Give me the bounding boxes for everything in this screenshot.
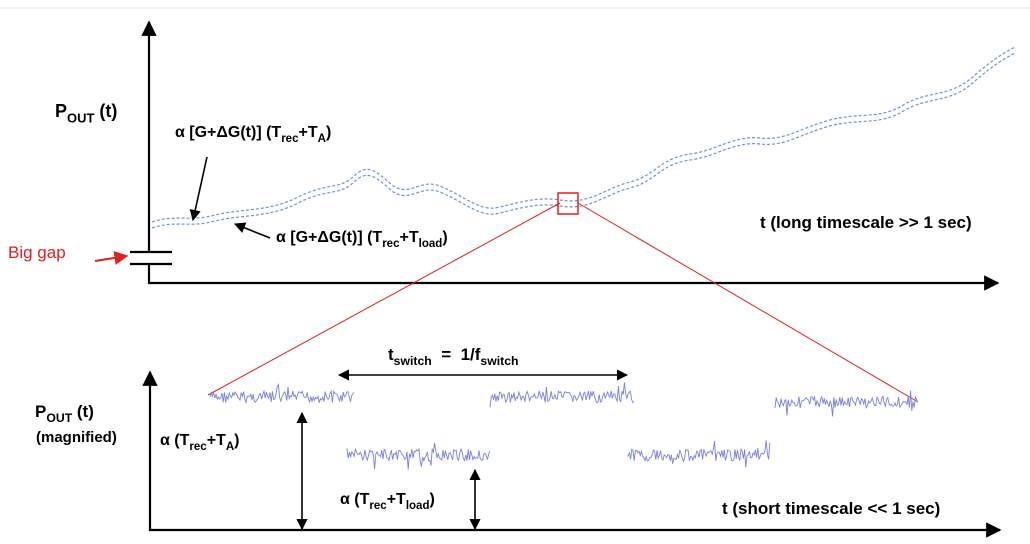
- text-part: +T: [207, 432, 226, 449]
- text-part: ): [442, 229, 447, 246]
- y-axis-note: (magnified): [36, 429, 117, 446]
- trace-label: α [G+ΔG(t)] (Trec+TA): [175, 124, 331, 145]
- text-part: load: [406, 500, 430, 512]
- axes: [142, 370, 1002, 538]
- zoom-line: [577, 202, 919, 403]
- noise-traces: [209, 382, 919, 470]
- zoom-line: [207, 202, 561, 396]
- text-part: (t): [72, 402, 94, 421]
- text-part: rec: [382, 238, 400, 250]
- text-part: ): [234, 432, 239, 449]
- text-part: load: [419, 238, 443, 250]
- text-part: = 1/f: [432, 345, 481, 364]
- x-axis-label: t (long timescale >> 1 sec): [760, 213, 972, 232]
- text-part: +T: [299, 124, 318, 141]
- y-axis-label: POUT (t): [55, 101, 117, 125]
- text-part: rec: [369, 500, 387, 512]
- text-part: ): [430, 491, 435, 508]
- text-part: switch: [394, 354, 432, 368]
- x-axis-label: t (short timescale << 1 sec): [722, 499, 940, 518]
- gap-label: Big gap: [8, 243, 66, 262]
- text-part: P: [55, 101, 67, 121]
- text-part: rec: [189, 441, 207, 453]
- text-part: P: [35, 402, 46, 421]
- text-part: OUT: [67, 110, 94, 125]
- level-label: α (Trec+Tload): [340, 491, 435, 512]
- x-axis: [147, 264, 1000, 291]
- long-traces: [151, 46, 1016, 229]
- text-part: α (T: [160, 432, 190, 449]
- noise-trace: [209, 382, 355, 405]
- zoom-box: [557, 192, 579, 215]
- text-part: t: [388, 345, 394, 364]
- text-part: A: [318, 133, 327, 145]
- text-part: +T: [387, 491, 406, 508]
- text-part: +T: [400, 229, 419, 246]
- text-part: A: [226, 441, 235, 453]
- noise-trace: [627, 440, 771, 468]
- trace-label: α [G+ΔG(t)] (Trec+Tload): [276, 229, 448, 250]
- noise-trace: [489, 382, 635, 408]
- text-part: switch: [480, 354, 518, 368]
- y-axis-label: POUT (t): [35, 402, 94, 425]
- text-part: (t): [94, 101, 117, 121]
- level-label: α (Trec+TA): [160, 432, 239, 453]
- switch-label: tswitch = 1/fswitch: [388, 345, 519, 368]
- text-part: rec: [281, 133, 299, 145]
- text-part: OUT: [46, 411, 72, 425]
- text-part: ): [326, 124, 331, 141]
- label-arrow: [189, 156, 208, 222]
- noise-trace: [774, 390, 919, 417]
- text-part: α [G+ΔG(t)] (T: [276, 229, 382, 246]
- gap-arrow: [94, 251, 129, 265]
- noise-trace: [346, 443, 491, 470]
- text-part: α [G+ΔG(t)] (T: [175, 124, 281, 141]
- text-part: α (T: [340, 491, 370, 508]
- label-arrow: [233, 222, 271, 239]
